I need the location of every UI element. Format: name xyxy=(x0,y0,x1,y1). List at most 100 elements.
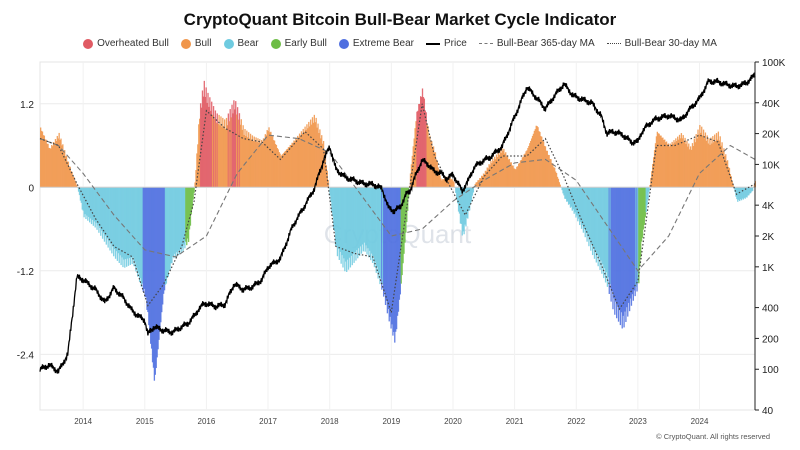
indicator-bar xyxy=(572,187,574,210)
indicator-bar xyxy=(244,129,246,188)
indicator-bar xyxy=(194,182,196,188)
indicator-bar xyxy=(111,187,113,254)
y-left-tick-label: 0 xyxy=(28,183,34,194)
indicator-bar xyxy=(738,187,740,200)
indicator-bar xyxy=(496,157,499,188)
indicator-bar xyxy=(369,187,371,251)
indicator-bar xyxy=(649,184,651,188)
indicator-bar xyxy=(554,167,556,188)
indicator-bar xyxy=(450,179,452,188)
indicator-bar xyxy=(422,97,425,188)
indicator-bar xyxy=(567,187,569,202)
indicator-bar xyxy=(402,187,404,264)
indicator-bar xyxy=(84,187,86,215)
indicator-bar xyxy=(42,135,45,188)
indicator-bar xyxy=(615,187,617,302)
indicator-bar xyxy=(290,145,292,188)
indicator-bar xyxy=(135,187,137,272)
indicator-bar xyxy=(404,187,406,243)
indicator-bar xyxy=(157,187,159,350)
indicator-bar xyxy=(423,98,426,188)
indicator-bar xyxy=(403,187,405,254)
indicator-bar xyxy=(751,187,754,191)
indicator-bar xyxy=(617,187,620,322)
indicator-bar xyxy=(603,187,606,269)
indicator-bar xyxy=(304,126,306,188)
indicator-bar xyxy=(46,143,48,188)
copyright-footer: © CryptoQuant. All rights reserved xyxy=(656,432,770,441)
indicator-bar xyxy=(579,187,582,222)
indicator-bar xyxy=(101,187,103,231)
indicator-bar xyxy=(143,187,145,289)
x-tick-label: 2014 xyxy=(74,417,92,426)
indicator-bar xyxy=(690,149,693,188)
indicator-bar xyxy=(635,187,637,287)
indicator-bar xyxy=(458,187,461,214)
indicator-bar xyxy=(163,187,166,291)
indicator-bar xyxy=(66,161,69,188)
indicator-bar xyxy=(255,137,257,188)
indicator-bar xyxy=(358,187,361,256)
indicator-bar xyxy=(383,187,385,297)
indicator-bar xyxy=(722,150,724,188)
indicator-bar xyxy=(86,187,88,216)
indicator-bar xyxy=(204,96,206,188)
indicator-bar xyxy=(146,187,148,310)
indicator-bar xyxy=(574,187,576,213)
y-right-tick-label: 4K xyxy=(762,201,775,212)
indicator-bar xyxy=(571,187,573,211)
indicator-bar xyxy=(632,187,634,301)
indicator-bar xyxy=(429,135,431,188)
indicator-bar xyxy=(370,187,373,254)
indicator-bar xyxy=(563,187,565,196)
indicator-bar xyxy=(52,142,55,188)
indicator-bar xyxy=(106,187,108,239)
indicator-bar xyxy=(441,180,443,188)
indicator-bar xyxy=(59,139,61,188)
indicator-bar xyxy=(134,187,136,263)
indicator-bar xyxy=(419,96,422,188)
indicator-bar xyxy=(418,103,420,188)
indicator-bar xyxy=(279,153,281,188)
indicator-bar xyxy=(624,187,626,312)
indicator-bar xyxy=(463,187,465,235)
indicator-bar xyxy=(598,187,600,258)
indicator-bar xyxy=(713,142,715,188)
indicator-bar xyxy=(695,134,697,188)
indicator-bar xyxy=(310,124,313,188)
indicator-bar xyxy=(198,124,200,188)
indicator-bar xyxy=(342,187,344,268)
y-right-tick-label: 20K xyxy=(762,130,780,141)
indicator-bar xyxy=(150,187,152,344)
indicator-bar xyxy=(411,155,414,188)
indicator-bar xyxy=(724,156,726,188)
indicator-bar xyxy=(265,135,267,188)
indicator-bar xyxy=(250,139,253,188)
indicator-bar xyxy=(48,147,50,188)
indicator-bar xyxy=(540,136,542,188)
indicator-bar xyxy=(593,187,596,259)
indicator-bar xyxy=(745,187,747,198)
indicator-bar xyxy=(630,187,633,306)
indicator-bar xyxy=(252,140,254,188)
indicator-bar xyxy=(367,187,369,249)
indicator-bar xyxy=(164,187,167,285)
indicator-bar xyxy=(677,136,679,188)
indicator-bar xyxy=(305,130,307,188)
indicator-bar xyxy=(118,187,120,263)
indicator-bar xyxy=(643,187,646,225)
indicator-bar xyxy=(680,133,683,188)
indicator-bar xyxy=(351,187,353,266)
indicator-bar xyxy=(531,135,534,188)
indicator-bar xyxy=(477,180,479,188)
indicator-bar xyxy=(114,187,117,259)
indicator-bar xyxy=(313,114,315,188)
indicator-bar xyxy=(185,187,187,242)
indicator-bar xyxy=(138,187,141,282)
indicator-bar xyxy=(162,187,164,305)
indicator-bar xyxy=(133,187,135,267)
indicator-bar xyxy=(413,138,415,188)
indicator-bar xyxy=(130,187,132,258)
indicator-bar xyxy=(742,187,744,200)
indicator-bar xyxy=(432,146,435,188)
